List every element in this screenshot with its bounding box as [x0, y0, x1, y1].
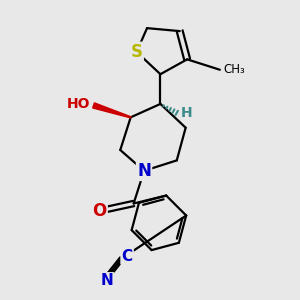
- Text: N: N: [100, 273, 113, 288]
- Text: O: O: [92, 202, 106, 220]
- Polygon shape: [93, 103, 131, 118]
- Text: CH₃: CH₃: [224, 63, 245, 76]
- Text: N: N: [137, 162, 151, 180]
- Text: S: S: [130, 43, 142, 61]
- Text: C: C: [122, 249, 133, 264]
- Text: HO: HO: [67, 97, 90, 111]
- Text: H: H: [181, 106, 193, 120]
